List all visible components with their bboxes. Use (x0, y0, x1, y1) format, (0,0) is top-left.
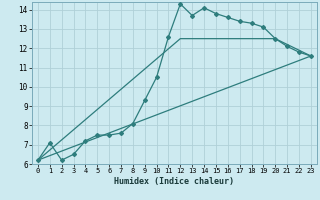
X-axis label: Humidex (Indice chaleur): Humidex (Indice chaleur) (115, 177, 234, 186)
